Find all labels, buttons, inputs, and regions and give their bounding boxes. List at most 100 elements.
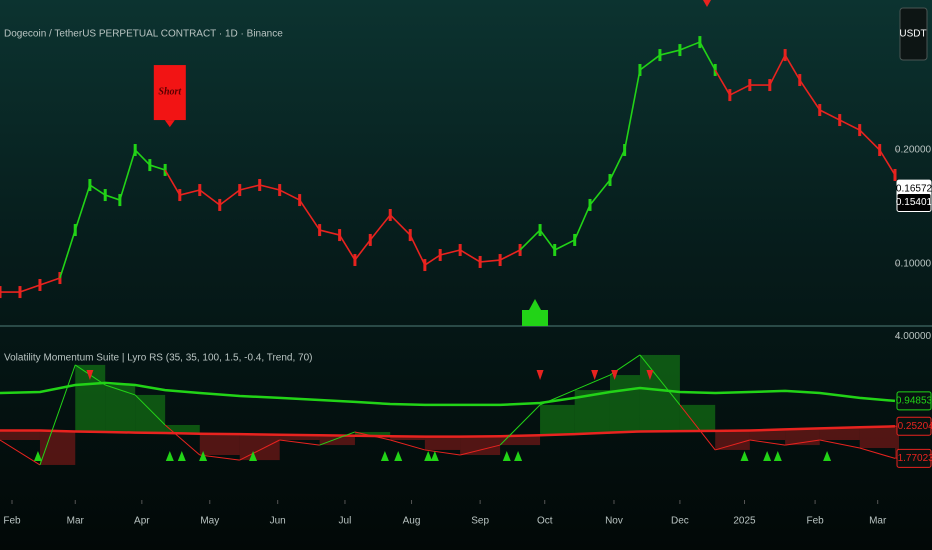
indicator-title: Volatility Momentum Suite | Lyro RS (35,…	[4, 353, 313, 364]
price-segment	[89, 184, 106, 196]
price-segment	[19, 284, 41, 293]
buy-signal	[165, 451, 174, 461]
x-tick-label: Jun	[270, 516, 286, 527]
oscillator-fill	[390, 436, 425, 440]
price-segment	[149, 164, 166, 171]
price-segment	[554, 239, 576, 251]
price-segment	[39, 277, 61, 286]
oscillator-fill	[609, 375, 640, 433]
oscillator-fill	[354, 431, 391, 436]
oscillator-segment	[499, 404, 541, 446]
price-segment	[319, 229, 340, 236]
price-segment	[119, 149, 136, 201]
currency-button-label[interactable]: USDT	[899, 29, 926, 40]
oscillator-fill	[199, 433, 240, 456]
price-segment	[104, 194, 121, 201]
price-segment	[439, 249, 461, 256]
signal-pointer	[164, 120, 175, 128]
buy-signal	[177, 451, 186, 461]
oscillator-segment	[390, 439, 425, 451]
sell-signal	[611, 370, 619, 380]
y-tick-label: 4.00000	[895, 331, 932, 342]
price-segment	[519, 229, 541, 251]
last-price-label: 0.16572	[896, 184, 932, 195]
symbol-title: Dogecoin / TetherUS PERPETUAL CONTRACT ·…	[4, 29, 283, 40]
oscillator-segment	[785, 439, 820, 446]
last-value-label: -1.77023	[894, 453, 932, 464]
oscillator-segment	[239, 439, 280, 461]
price-segment	[134, 149, 151, 166]
sell-signal	[646, 370, 654, 380]
price-segment	[199, 189, 221, 206]
price-segment	[819, 109, 841, 121]
oscillator-segment	[749, 439, 786, 446]
oscillator-segment	[859, 447, 896, 459]
y-tick-label: 0.20000	[895, 145, 932, 156]
signal-box	[153, 65, 186, 121]
price-segment	[639, 54, 661, 71]
sell-arrow	[703, 0, 711, 7]
oscillator-segment	[354, 431, 391, 441]
oscillator-fill	[749, 430, 786, 440]
oscillator-fill	[540, 404, 575, 436]
oscillator-fill	[424, 436, 461, 450]
price-segment	[714, 69, 731, 96]
price-segment	[179, 189, 200, 196]
signal-label: Short	[158, 86, 182, 97]
buy-signal	[380, 451, 389, 461]
price-segment	[784, 54, 801, 81]
buy-signal	[502, 451, 511, 461]
oscillator-fill	[500, 436, 541, 446]
last-value-box	[896, 448, 932, 468]
oscillator-segment	[819, 439, 860, 449]
oscillator-segment	[279, 439, 320, 446]
x-tick-label: Jul	[339, 516, 352, 527]
oscillator-fill	[859, 427, 895, 449]
buy-signal	[33, 451, 42, 461]
price-segment	[338, 234, 356, 261]
x-tick-label: Mar	[67, 516, 85, 527]
sell-signal	[591, 370, 599, 380]
y-tick-label: 0.10000	[895, 259, 932, 270]
oscillator-fill	[105, 385, 136, 432]
price-segment	[59, 229, 77, 279]
oscillator-fill	[639, 354, 680, 432]
x-tick-label: Apr	[134, 516, 150, 527]
price-segment	[219, 189, 241, 206]
last-value-label: 0.94853	[896, 396, 932, 407]
price-segment	[499, 249, 521, 261]
price-segment	[539, 229, 556, 251]
price-segment	[659, 49, 681, 56]
oscillator-segment	[424, 449, 461, 456]
price-segment	[164, 169, 181, 196]
oscillator-segment	[319, 431, 356, 446]
indicator-line	[0, 381, 896, 407]
last-value-box	[896, 391, 932, 411]
oscillator-segment	[574, 374, 611, 391]
oscillator-segment	[199, 454, 240, 461]
price-segment	[389, 214, 411, 236]
x-tick-label: Aug	[403, 516, 421, 527]
buy-arrow	[529, 299, 541, 310]
oscillator-fill	[715, 430, 750, 450]
price-segment	[769, 54, 786, 86]
oscillator-fill	[460, 436, 501, 456]
price-segment	[859, 129, 881, 151]
price-segment	[799, 79, 821, 111]
oscillator-segment	[679, 404, 716, 451]
buy-signal	[823, 451, 832, 461]
buy-signal	[763, 451, 772, 461]
oscillator-fill	[819, 428, 860, 440]
x-tick-label: May	[200, 516, 219, 527]
price-segment	[239, 184, 260, 191]
oscillator-segment	[460, 444, 501, 456]
buy-signal	[430, 451, 439, 461]
currency-button[interactable]	[899, 7, 928, 61]
oscillator-segment	[39, 364, 76, 466]
oscillator-fill	[319, 435, 355, 446]
oscillator-segment	[715, 439, 750, 451]
oscillator-segment	[134, 394, 166, 426]
sell-signal	[536, 370, 544, 380]
price-segment	[729, 84, 751, 96]
